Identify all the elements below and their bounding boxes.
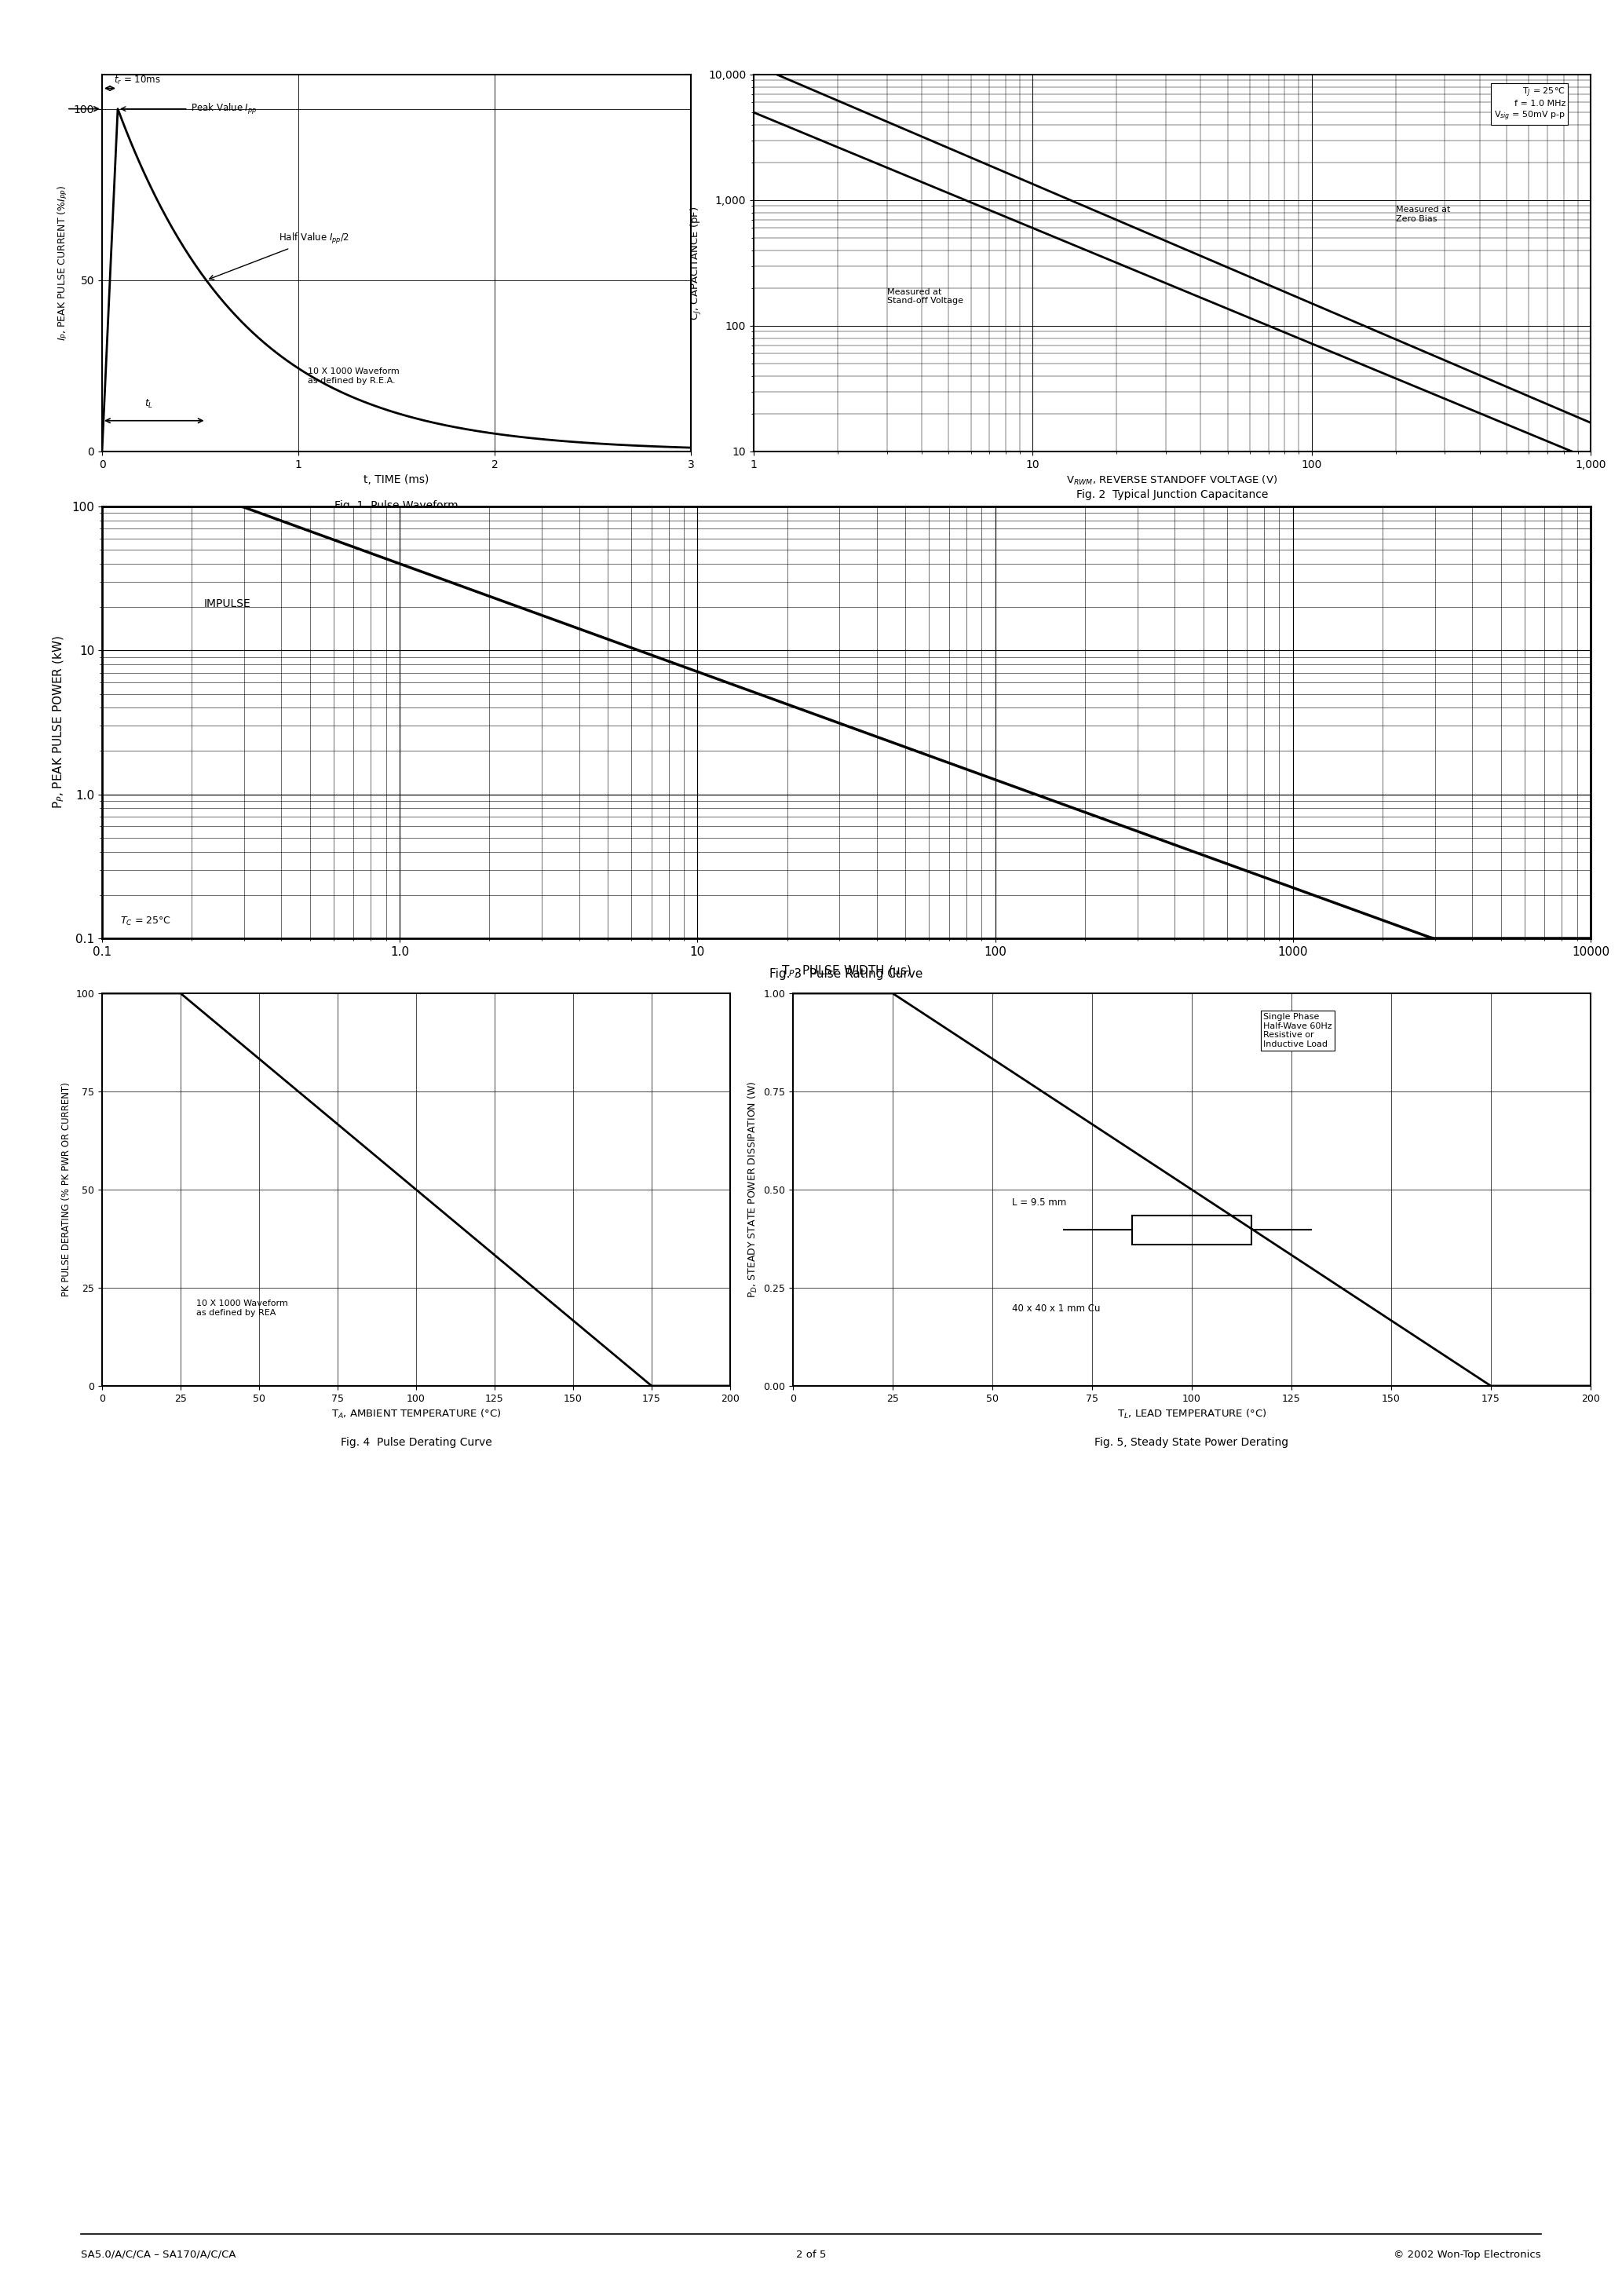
Y-axis label: PK PULSE DERATING (% PK PWR OR CURRENT): PK PULSE DERATING (% PK PWR OR CURRENT) — [62, 1081, 71, 1297]
Text: L = 9.5 mm: L = 9.5 mm — [1012, 1199, 1067, 1208]
Text: Peak Value $I_{pp}$: Peak Value $I_{pp}$ — [122, 101, 256, 115]
Text: 2 of 5: 2 of 5 — [796, 2250, 826, 2259]
Text: 40 x 40 x 1 mm Cu: 40 x 40 x 1 mm Cu — [1012, 1304, 1101, 1313]
Text: Fig. 1  Pulse Waveform: Fig. 1 Pulse Waveform — [334, 501, 459, 512]
Y-axis label: P$_P$, PEAK PULSE POWER (kW): P$_P$, PEAK PULSE POWER (kW) — [52, 636, 67, 808]
Text: IMPULSE: IMPULSE — [204, 599, 251, 608]
Text: Fig. 3  Pulse Rating Curve: Fig. 3 Pulse Rating Curve — [769, 969, 923, 980]
Text: SA5.0/A/C/CA – SA170/A/C/CA: SA5.0/A/C/CA – SA170/A/C/CA — [81, 2250, 237, 2259]
Text: $t_L$: $t_L$ — [144, 397, 154, 411]
Text: T$_J$ = 25°C
f = 1.0 MHz
V$_{sig}$ = 50mV p-p: T$_J$ = 25°C f = 1.0 MHz V$_{sig}$ = 50m… — [1494, 85, 1565, 122]
Text: 10 X 1000 Waveform
as defined by R.E.A.: 10 X 1000 Waveform as defined by R.E.A. — [308, 367, 399, 383]
Bar — [1132, 1215, 1252, 1244]
X-axis label: t, TIME (ms): t, TIME (ms) — [363, 475, 430, 484]
Text: $T_C$ = 25°C: $T_C$ = 25°C — [120, 916, 170, 928]
Text: 10 X 1000 Waveform
as defined by REA: 10 X 1000 Waveform as defined by REA — [196, 1300, 289, 1318]
Text: Single Phase
Half-Wave 60Hz
Resistive or
Inductive Load: Single Phase Half-Wave 60Hz Resistive or… — [1264, 1013, 1332, 1047]
Text: Measured at
Zero Bias: Measured at Zero Bias — [1395, 207, 1450, 223]
X-axis label: T$_P$, PULSE WIDTH (μs): T$_P$, PULSE WIDTH (μs) — [782, 964, 912, 978]
Y-axis label: C$_J$, CAPACITANCE (pF): C$_J$, CAPACITANCE (pF) — [689, 207, 704, 319]
X-axis label: T$_L$, LEAD TEMPERATURE (°C): T$_L$, LEAD TEMPERATURE (°C) — [1118, 1407, 1267, 1421]
X-axis label: V$_{RWM}$, REVERSE STANDOFF VOLTAGE (V): V$_{RWM}$, REVERSE STANDOFF VOLTAGE (V) — [1066, 475, 1278, 487]
Text: Fig. 5, Steady State Power Derating: Fig. 5, Steady State Power Derating — [1095, 1437, 1289, 1449]
Text: Fig. 4  Pulse Derating Curve: Fig. 4 Pulse Derating Curve — [341, 1437, 491, 1449]
Text: Measured at
Stand-off Voltage: Measured at Stand-off Voltage — [887, 287, 963, 305]
Text: © 2002 Won-Top Electronics: © 2002 Won-Top Electronics — [1393, 2250, 1541, 2259]
Text: Fig. 2  Typical Junction Capacitance: Fig. 2 Typical Junction Capacitance — [1077, 489, 1268, 501]
Y-axis label: $I_P$, PEAK PULSE CURRENT (%$I_{PP}$): $I_P$, PEAK PULSE CURRENT (%$I_{PP}$) — [57, 186, 70, 340]
Text: Half Value $I_{pp}$/2: Half Value $I_{pp}$/2 — [209, 232, 350, 280]
Text: $t_r$ = 10ms: $t_r$ = 10ms — [114, 73, 161, 87]
X-axis label: T$_A$, AMBIENT TEMPERATURE (°C): T$_A$, AMBIENT TEMPERATURE (°C) — [331, 1407, 501, 1421]
Y-axis label: P$_D$, STEADY STATE POWER DISSIPATION (W): P$_D$, STEADY STATE POWER DISSIPATION (W… — [746, 1081, 759, 1297]
